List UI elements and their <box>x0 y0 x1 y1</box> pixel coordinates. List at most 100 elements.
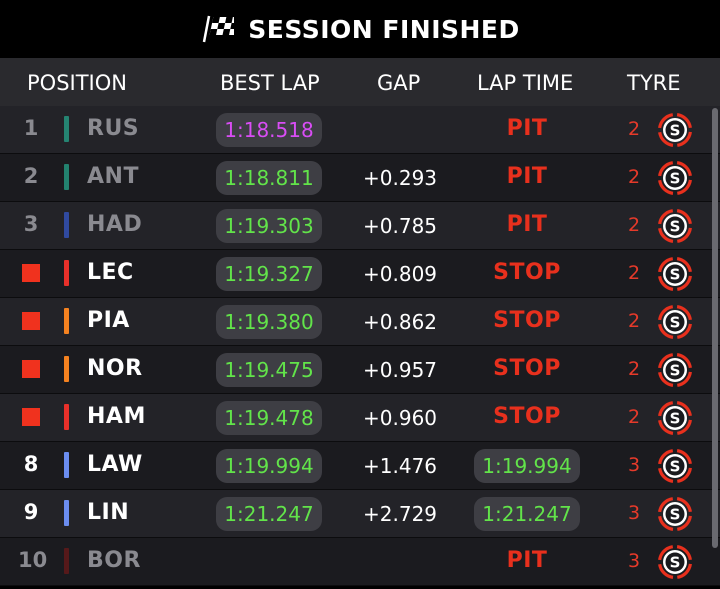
soft-tyre-icon: S <box>657 304 693 340</box>
best-lap-time: 1:21.247 <box>216 497 322 531</box>
table-row[interactable]: 8 LAW 1:19.994 +1.476 1:19.994 3 S <box>0 442 720 490</box>
tyre-age: 2 <box>628 214 641 236</box>
best-lap-time: 1:18.811 <box>216 161 322 195</box>
table-row[interactable]: 10 BOR PIT 3 S <box>0 538 720 586</box>
best-lap-time: 1:19.475 <box>216 353 322 387</box>
soft-tyre-icon: S <box>657 208 693 244</box>
position-number: 2 <box>23 164 39 188</box>
table-row[interactable]: 2 ANT 1:18.811 +0.293 PIT 2 S <box>0 154 720 202</box>
position-number: 3 <box>23 212 39 236</box>
soft-tyre-icon: S <box>657 448 693 484</box>
red-flag-marker <box>22 264 40 282</box>
team-color-bar <box>64 260 69 286</box>
status-label: STOP <box>493 404 561 429</box>
status-label: PIT <box>506 212 548 237</box>
tyre-age: 3 <box>628 454 641 476</box>
position-number: 1 <box>23 116 39 140</box>
status-label: PIT <box>506 116 548 141</box>
table-row[interactable]: 3 HAD 1:19.303 +0.785 PIT 2 S <box>0 202 720 250</box>
soft-tyre-icon: S <box>657 400 693 436</box>
status-label: PIT <box>506 164 548 189</box>
tyre-age: 3 <box>628 550 641 572</box>
gap-value: +0.293 <box>363 166 438 190</box>
soft-tyre-icon: S <box>657 352 693 388</box>
table-row[interactable]: 9 LIN 1:21.247 +2.729 1:21.247 3 S <box>0 490 720 538</box>
table-row[interactable]: NOR 1:19.475 +0.957 STOP 2 S <box>0 346 720 394</box>
team-color-bar <box>64 308 69 334</box>
tyre-age: 2 <box>628 310 641 332</box>
team-color-bar <box>64 452 69 478</box>
soft-tyre-icon: S <box>657 256 693 292</box>
best-lap-time: 1:19.327 <box>216 257 322 291</box>
tyre-age: 2 <box>628 118 641 140</box>
driver-code: HAM <box>87 404 146 429</box>
lap-time: 1:21.247 <box>474 497 580 531</box>
tyre-compound: S <box>670 554 681 572</box>
tyre-compound: S <box>670 170 681 188</box>
gap-value: +0.862 <box>363 310 438 334</box>
lap-time: 1:19.994 <box>474 449 580 483</box>
status-label: STOP <box>493 260 561 285</box>
team-color-bar <box>64 116 69 142</box>
driver-code: HAD <box>87 212 143 237</box>
driver-code: NOR <box>87 356 143 381</box>
soft-tyre-icon: S <box>657 496 693 532</box>
driver-code: ANT <box>87 164 139 189</box>
scrollbar[interactable] <box>712 108 718 548</box>
soft-tyre-icon: S <box>657 160 693 196</box>
position-number: 8 <box>23 452 39 476</box>
team-color-bar <box>64 164 69 190</box>
driver-code: PIA <box>87 308 130 333</box>
table-row[interactable]: PIA 1:19.380 +0.862 STOP 2 S <box>0 298 720 346</box>
driver-code: BOR <box>87 548 141 573</box>
table-row[interactable]: LEC 1:19.327 +0.809 STOP 2 S <box>0 250 720 298</box>
gap-value: +2.729 <box>363 502 438 526</box>
team-color-bar <box>64 500 69 526</box>
tyre-age: 3 <box>628 502 641 524</box>
team-color-bar <box>64 548 69 574</box>
best-lap-time: 1:19.994 <box>216 449 322 483</box>
table-row[interactable]: HAM 1:19.478 +0.960 STOP 2 S <box>0 394 720 442</box>
red-flag-marker <box>22 408 40 426</box>
tyre-age: 2 <box>628 166 641 188</box>
tyre-compound: S <box>670 362 681 380</box>
gap-value: +0.785 <box>363 214 438 238</box>
status-label: PIT <box>506 548 548 573</box>
team-color-bar <box>64 212 69 238</box>
column-header: POSITION BEST LAP GAP LAP TIME TYRE <box>0 58 720 106</box>
driver-code: LAW <box>87 452 143 477</box>
gap-value: +0.957 <box>363 358 438 382</box>
status-label: STOP <box>493 356 561 381</box>
best-lap-time: 1:19.380 <box>216 305 322 339</box>
col-position: POSITION <box>27 71 127 95</box>
soft-tyre-icon: S <box>657 112 693 148</box>
driver-code: RUS <box>87 116 140 141</box>
best-lap-time: 1:18.518 <box>216 113 322 147</box>
status-label: STOP <box>493 308 561 333</box>
col-best-lap: BEST LAP <box>220 71 320 95</box>
soft-tyre-icon: S <box>657 544 693 580</box>
col-gap: GAP <box>377 71 421 95</box>
gap-value: +0.960 <box>363 406 438 430</box>
tyre-age: 2 <box>628 262 641 284</box>
tyre-compound: S <box>670 410 681 428</box>
position-number: 10 <box>18 548 48 572</box>
gap-value: +1.476 <box>363 454 438 478</box>
tyre-compound: S <box>670 122 681 140</box>
tyre-compound: S <box>670 506 681 524</box>
tyre-compound: S <box>670 314 681 332</box>
tyre-compound: S <box>670 266 681 284</box>
best-lap-time: 1:19.303 <box>216 209 322 243</box>
position-number: 9 <box>23 500 39 524</box>
chequered-flag-icon <box>203 15 235 43</box>
tyre-compound: S <box>670 218 681 236</box>
table-row[interactable]: 1 RUS 1:18.518 PIT 2 S <box>0 106 720 154</box>
col-tyre: TYRE <box>627 71 681 95</box>
gap-value: +0.809 <box>363 262 438 286</box>
tyre-age: 2 <box>628 406 641 428</box>
session-header: SESSION FINISHED <box>0 0 720 58</box>
team-color-bar <box>64 356 69 382</box>
tyre-age: 2 <box>628 358 641 380</box>
timing-table: 1 RUS 1:18.518 PIT 2 S 2 ANT 1:18.811 +0.293 PIT… <box>0 106 720 586</box>
red-flag-marker <box>22 312 40 330</box>
